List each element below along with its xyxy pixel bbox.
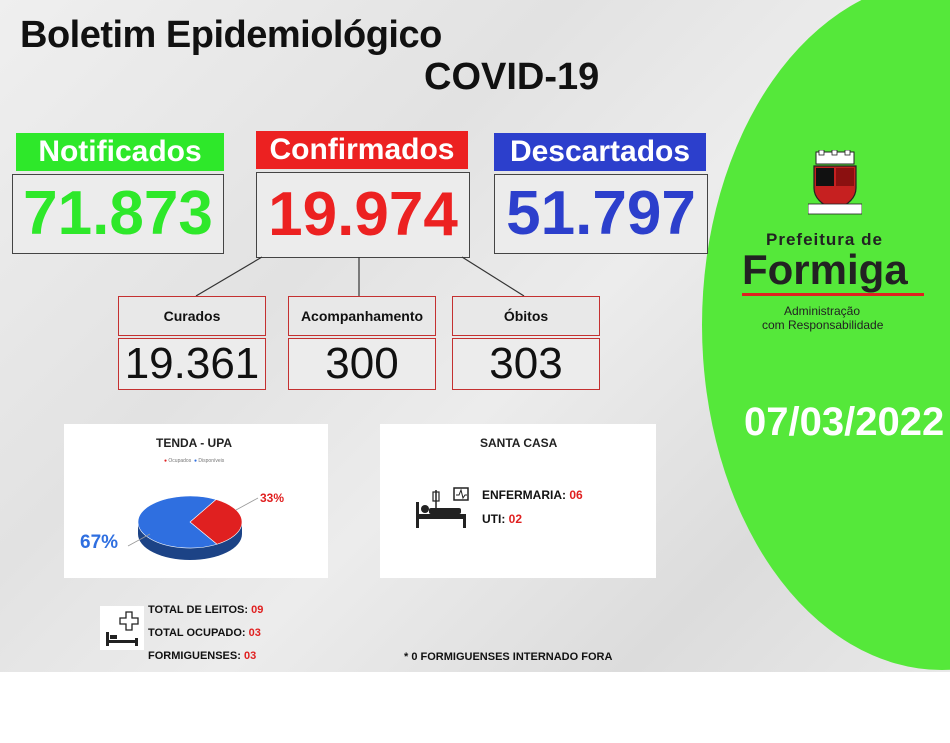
pie-leader-ocupados xyxy=(235,497,259,511)
total-ocupado-row: TOTAL OCUPADO: 03 xyxy=(148,627,261,639)
bulletin-date: 07/03/2022 xyxy=(744,400,945,444)
total-ocupado-label: TOTAL OCUPADO: xyxy=(148,627,246,639)
pie-slice-ocupados xyxy=(189,499,243,545)
descartados-value: 51.797 xyxy=(494,174,708,254)
formiguenses-label: FORMIGUENSES: xyxy=(148,650,241,662)
legend-disponiveis: Disponíveis xyxy=(198,458,225,464)
obitos-label: Óbitos xyxy=(452,296,600,336)
total-leitos-label: TOTAL DE LEITOS: xyxy=(148,604,249,616)
formiguenses-row: FORMIGUENSES: 03 xyxy=(148,650,256,662)
tenda-upa-card: TENDA - UPA ● Ocupados ● Disponíveis 33%… xyxy=(64,424,328,578)
hospital-bed-monitor-icon xyxy=(416,487,469,528)
obitos-value: 303 xyxy=(452,338,600,390)
santa-casa-title: SANTA CASA xyxy=(480,436,558,450)
acompanhamento-value: 300 xyxy=(288,338,436,390)
descartados-label: Descartados xyxy=(494,133,706,171)
notificados-value: 71.873 xyxy=(12,174,224,254)
total-leitos-value: 09 xyxy=(251,604,264,616)
uti-row: UTI: 02 xyxy=(482,512,522,526)
total-ocupado-value: 03 xyxy=(248,627,261,639)
coat-of-arms-icon xyxy=(808,150,862,215)
pie-slice-disponiveis xyxy=(137,495,218,549)
acompanhamento-label: Acompanhamento xyxy=(288,296,436,336)
title-line1: Boletim Epidemiológico xyxy=(20,14,442,56)
formiguenses-value: 03 xyxy=(243,650,257,662)
total-leitos-row: TOTAL DE LEITOS: 09 xyxy=(148,604,263,616)
uti-label: UTI: xyxy=(482,512,506,526)
footnote: * 0 FORMIGUENSES INTERNADO FORA xyxy=(404,651,613,663)
connector-lines xyxy=(195,256,525,297)
pie-leader-disponiveis xyxy=(127,533,151,547)
curados-value: 19.361 xyxy=(118,338,266,390)
legend-ocupados: Ocupados xyxy=(168,458,192,464)
notificados-label: Notificados xyxy=(16,133,224,171)
bulletin-board: Boletim Epidemiológico COVID-19 Notifica… xyxy=(0,0,950,672)
pie-label-ocupados: 33% xyxy=(260,491,284,505)
brand-line4: com Responsabilidade xyxy=(762,318,884,332)
hospital-bed-cross-icon xyxy=(100,606,144,650)
enfermaria-row: ENFERMARIA: 06 xyxy=(482,488,583,502)
pie-legend: ● Ocupados ● Disponíveis xyxy=(164,458,225,464)
title-line2: COVID-19 xyxy=(424,56,600,98)
enfermaria-label: ENFERMARIA: xyxy=(482,488,566,502)
brand-line3: Administração xyxy=(784,304,861,318)
pie-label-disponiveis: 67% xyxy=(80,532,118,553)
pie-chart: 33% 67% xyxy=(80,491,284,560)
curados-label: Curados xyxy=(118,296,266,336)
tenda-upa-title: TENDA - UPA xyxy=(156,436,232,450)
confirmados-value: 19.974 xyxy=(256,172,470,258)
brand-line2: Formiga xyxy=(742,246,908,293)
enfermaria-value: 06 xyxy=(569,488,583,502)
brand-underline xyxy=(742,293,924,296)
brand-line1: Prefeitura de xyxy=(766,230,883,249)
uti-value: 02 xyxy=(508,512,523,526)
santa-casa-card: SANTA CASA ENFERMARIA: 06 UTI: 02 xyxy=(380,424,656,578)
confirmados-label: Confirmados xyxy=(256,131,468,169)
